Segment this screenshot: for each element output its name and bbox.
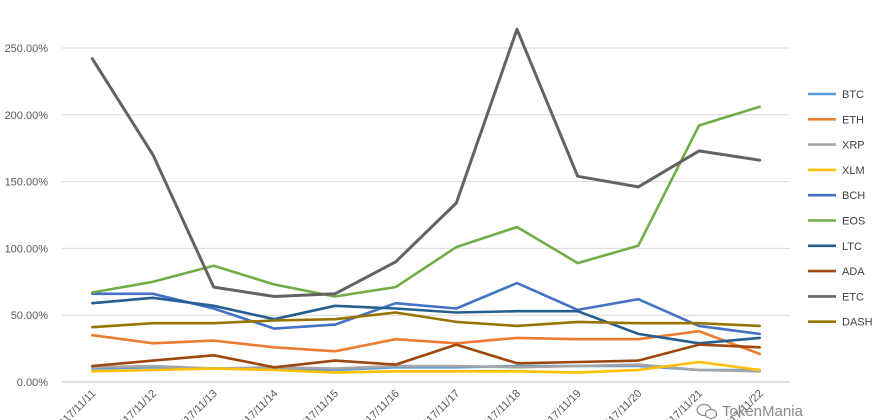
x-tick-label: 2017/11/16 <box>355 388 402 420</box>
y-tick-label: 100.00% <box>5 243 49 255</box>
x-tick-label: 2017/11/18 <box>476 388 523 420</box>
x-tick-label: 2017/11/11 <box>52 388 98 420</box>
legend-item-ada: ADA <box>808 266 865 278</box>
wechat-icon <box>696 403 718 420</box>
legend-item-bch: BCH <box>808 190 865 202</box>
series-line-etc <box>90 27 762 298</box>
legend-item-xlm: XLM <box>808 165 865 177</box>
grid-lines <box>62 47 790 383</box>
legend-item-eos: EOS <box>808 216 865 228</box>
y-tick-label: 250.00% <box>5 43 49 55</box>
legend-item-btc: BTC <box>808 89 864 101</box>
series-line-xlm <box>91 360 762 374</box>
legend-label: EOS <box>842 216 865 228</box>
legend-item-ltc: LTC <box>808 241 862 253</box>
x-tick-label: 2017/11/14 <box>234 388 281 420</box>
x-axis-ticks: 2017/11/11 2017/11/12 2017/11/13 2017/11/14… <box>52 388 766 420</box>
series-line-ltc <box>91 296 762 345</box>
legend-label: XRP <box>842 140 865 152</box>
x-tick-label: 2017/11/17 <box>416 388 463 420</box>
legend-label: BCH <box>842 190 865 202</box>
legend-item-eth: ETH <box>808 114 864 126</box>
x-tick-label: 2017/11/21 <box>658 388 705 420</box>
series-line-bch <box>91 281 762 336</box>
legend-label: BTC <box>842 89 864 101</box>
x-tick-label: 2017/11/12 <box>112 388 159 420</box>
legend-label: XLM <box>842 165 865 177</box>
legend-item-etc: ETC <box>808 291 864 303</box>
legend-item-xrp: XRP <box>808 140 865 152</box>
series-line-eos <box>91 105 762 298</box>
x-tick-label: 2017/11/19 <box>537 388 584 420</box>
y-tick-label: 0.00% <box>17 377 48 389</box>
series-line-eth <box>91 329 762 356</box>
series-line-dash <box>91 311 762 329</box>
x-tick-label: 2017/11/20 <box>598 388 645 420</box>
legend-label: ADA <box>842 266 865 278</box>
legend-item-dash: DASH <box>808 317 873 329</box>
x-tick-label: 2017/11/15 <box>294 388 341 420</box>
series-line-ada <box>91 343 762 369</box>
y-axis-ticks: 0.00% 50.00% 100.00% 150.00% 200.00% 250.00% <box>5 43 49 389</box>
watermark-text: TokenMania <box>722 403 804 420</box>
x-tick-label: 2017/11/13 <box>173 388 220 420</box>
legend-label: DASH <box>842 317 873 329</box>
legend-label: ETH <box>842 114 864 126</box>
y-tick-label: 150.00% <box>5 177 49 189</box>
y-tick-label: 200.00% <box>5 110 49 122</box>
legend-label: ETC <box>842 291 864 303</box>
legend: BTC ETH XRP XLM BCH EOS LTC ADA ETC DASH <box>808 89 873 329</box>
y-tick-label: 50.00% <box>11 310 49 322</box>
series-lines <box>90 27 762 374</box>
watermark: TokenMania <box>696 403 804 420</box>
legend-label: LTC <box>842 241 862 253</box>
